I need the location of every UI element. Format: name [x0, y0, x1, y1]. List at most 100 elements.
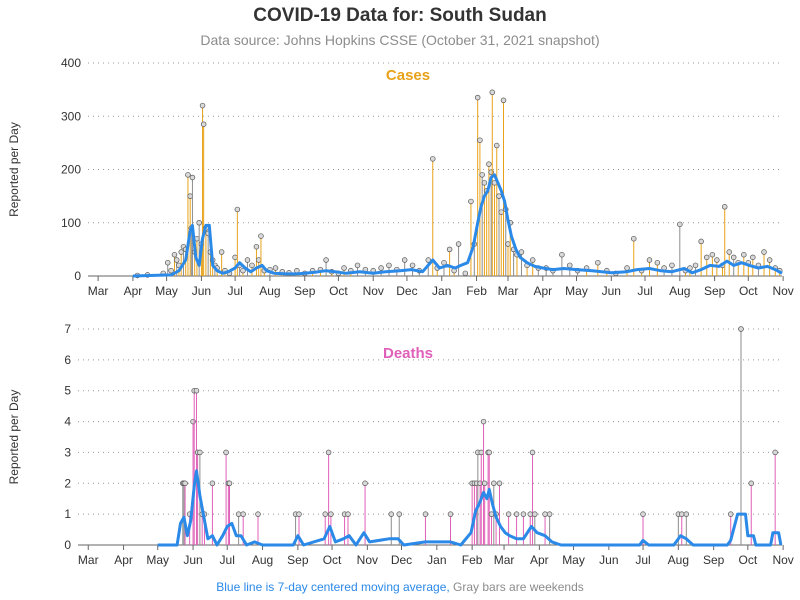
cases-point — [240, 267, 246, 274]
deaths-x-tick-label: Apr — [530, 553, 549, 567]
deaths-x-tick-label: Mar — [78, 553, 99, 567]
cases-moving-average-line — [132, 173, 783, 278]
cases-x-tick-label: May — [565, 284, 588, 298]
deaths-x-tick-label: Mar — [494, 553, 515, 567]
deaths-point — [209, 480, 216, 487]
cases-x-tick-label: Jul — [637, 284, 652, 298]
deaths-point — [480, 418, 487, 425]
cases-point — [654, 259, 661, 266]
cases-x-tick-label: Jan — [432, 284, 451, 298]
cases-x-tick-label: Oct — [739, 284, 758, 298]
deaths-point — [513, 511, 520, 517]
cases-point — [187, 193, 193, 199]
cases-point — [244, 257, 251, 263]
cases-point — [234, 206, 241, 213]
footer-gray-text: Gray bars are weekends — [449, 580, 584, 594]
cases-point — [171, 251, 178, 258]
deaths-x-tick-label: May — [562, 553, 585, 567]
cases-x-tick-label: Apr — [533, 284, 552, 298]
cases-point — [496, 193, 502, 199]
cases-point — [669, 262, 675, 269]
deaths-x-tick-label: Jul — [635, 553, 650, 567]
cases-point — [430, 156, 436, 162]
cases-y-tick-label: 200 — [61, 163, 81, 177]
cases-point — [481, 180, 488, 186]
deaths-point — [486, 449, 492, 456]
cases-point — [178, 249, 184, 255]
cases-point — [721, 204, 728, 210]
cases-x-tick-label: May — [155, 284, 178, 298]
deaths-point — [362, 480, 368, 487]
deaths-point — [520, 511, 527, 517]
deaths-point — [255, 511, 261, 517]
deaths-point — [182, 480, 188, 487]
deaths-x-tick-label: Jun — [183, 553, 202, 567]
deaths-point — [529, 449, 536, 456]
deaths-point — [679, 511, 685, 517]
cases-point — [199, 102, 206, 109]
deaths-point — [505, 511, 512, 517]
cases-y-tick-label: 300 — [61, 109, 81, 123]
cases-point — [500, 97, 507, 104]
cases-x-tick-label: Sep — [294, 284, 316, 298]
cases-y-tick-label: 100 — [61, 216, 81, 230]
deaths-x-tick-label: Jul — [220, 553, 235, 567]
deaths-moving-average-line — [157, 469, 783, 547]
deaths-point — [193, 387, 200, 394]
cases-point — [559, 251, 565, 258]
deaths-point — [190, 418, 196, 425]
deaths-x-tick-label: Aug — [668, 553, 689, 567]
deaths-x-tick-label: Sep — [703, 553, 725, 567]
cases-point — [646, 257, 653, 263]
cases-x-tick-label: Apr — [124, 284, 143, 298]
chart-title: COVID-19 Data for: South Sudan — [253, 5, 547, 26]
cases-point — [726, 249, 732, 255]
cases-point — [378, 265, 384, 271]
deaths-x-tick-label: Oct — [323, 553, 342, 567]
deaths-point — [532, 511, 538, 517]
cases-panel: 0 100 200 300 400 Mar Apr May Jun Jul Aug Sep Oct Nov… — [7, 56, 794, 298]
cases-point — [185, 172, 191, 178]
cases-point — [698, 238, 704, 245]
deaths-y-tick-label: 3 — [64, 445, 71, 459]
cases-x-tick-label: Jul — [227, 284, 242, 298]
deaths-point — [491, 480, 497, 487]
deaths-point — [496, 480, 503, 487]
deaths-point — [240, 511, 246, 517]
cases-x-tick-label: Mar — [498, 284, 519, 298]
cases-point — [218, 249, 225, 255]
deaths-point — [481, 480, 488, 487]
deaths-point — [447, 511, 454, 517]
deaths-point — [527, 511, 533, 517]
cases-point — [323, 257, 329, 263]
cases-x-tick-label: Jun — [602, 284, 621, 298]
deaths-point — [226, 480, 233, 487]
deaths-point — [235, 511, 242, 517]
deaths-x-tick-label: Nov — [772, 553, 793, 567]
cases-point — [766, 257, 773, 263]
cases-point — [386, 262, 392, 269]
chart-subtitle: Data source: Johns Hopkins CSSE (October… — [200, 32, 600, 48]
cases-point — [446, 246, 453, 253]
cases-point — [232, 254, 238, 261]
cases-y-axis-label: Reported per Day — [7, 122, 21, 217]
cases-point — [518, 249, 525, 255]
cases-point — [168, 267, 174, 274]
cases-x-tick-label: Sep — [704, 284, 726, 298]
cases-point — [498, 209, 505, 215]
cases-point — [529, 257, 536, 263]
deaths-x-tick-label: Dec — [391, 553, 412, 567]
deaths-x-tick-label: Nov — [357, 553, 378, 567]
cases-point — [468, 198, 474, 205]
deaths-point — [488, 511, 495, 517]
cases-point — [750, 254, 756, 261]
cases-point — [425, 257, 432, 263]
footer-note: Blue line is 7-day centered moving avera… — [0, 580, 800, 594]
deaths-y-tick-label: 6 — [64, 353, 71, 367]
deaths-x-tick-label: Jun — [599, 553, 618, 567]
deaths-point — [542, 511, 548, 517]
deaths-y-tick-label: 2 — [64, 476, 71, 490]
deaths-point — [546, 511, 553, 517]
cases-point — [258, 233, 264, 239]
